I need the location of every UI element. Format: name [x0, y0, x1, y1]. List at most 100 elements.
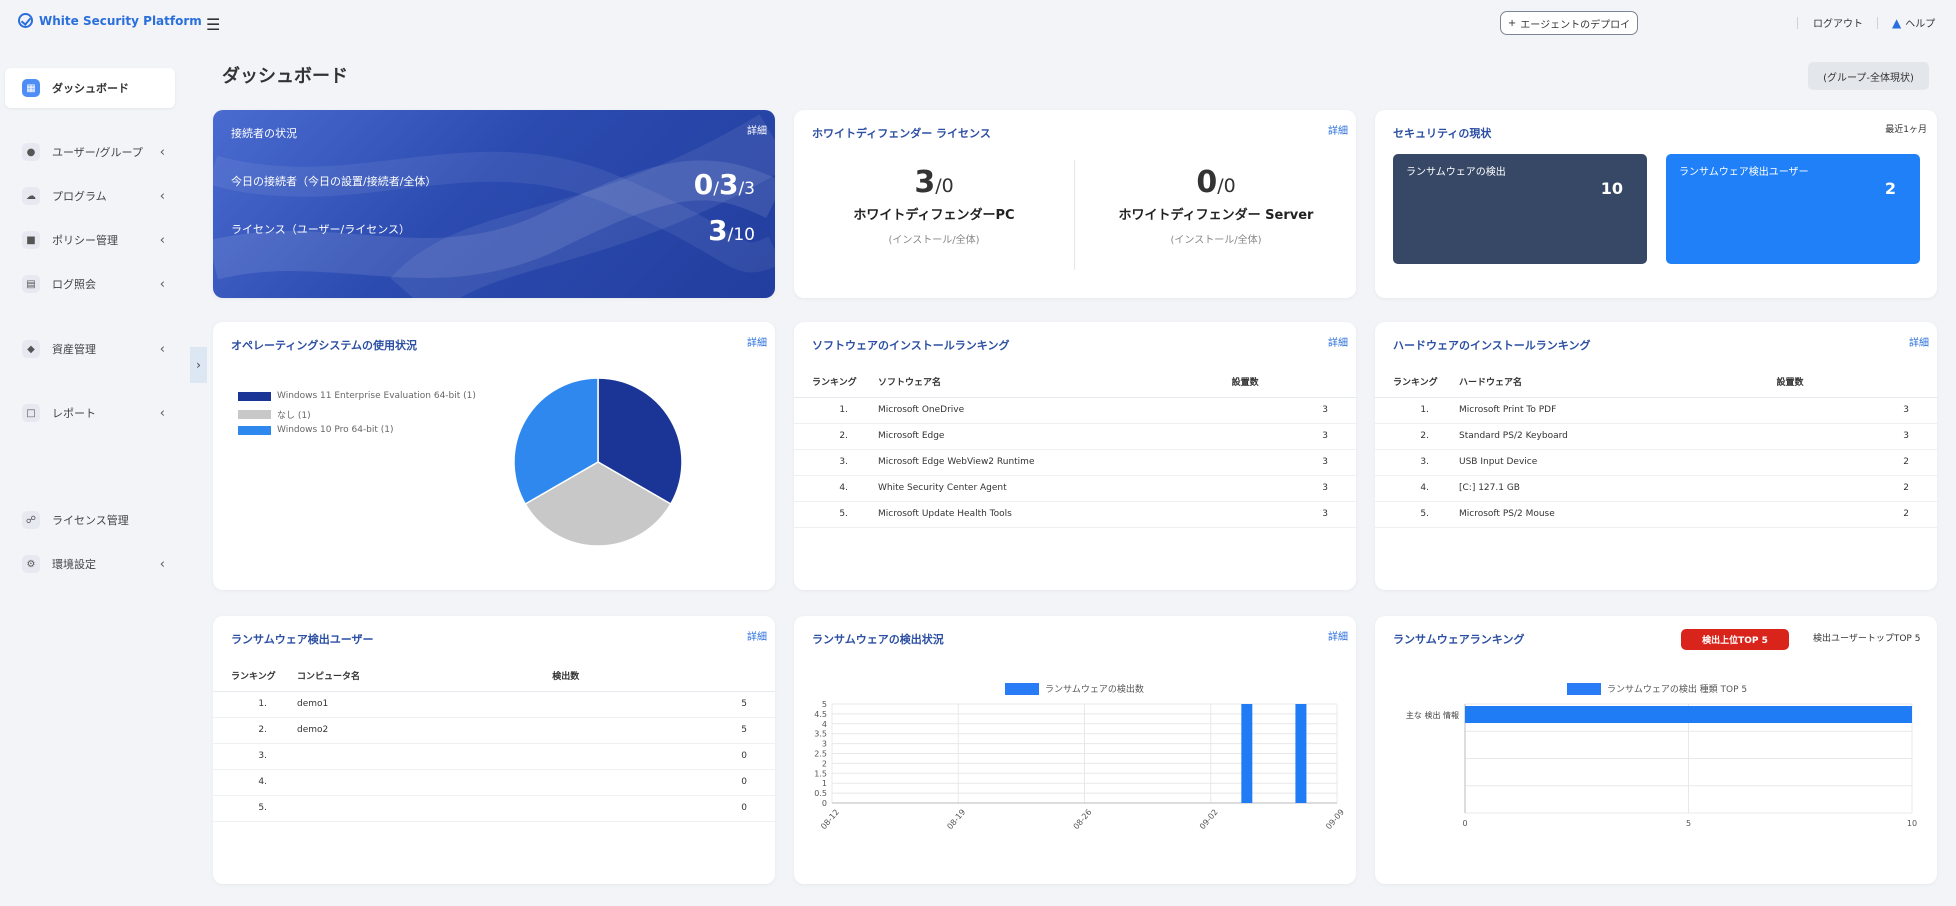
- rank-cell: 1.: [839, 405, 848, 415]
- sidebar-item-label: ライセンス管理: [52, 514, 129, 527]
- license-usage-value: 3/10: [708, 214, 755, 247]
- name-cell: [C:] 127.1 GB: [1459, 475, 1777, 502]
- log-icon: ▤: [22, 275, 40, 293]
- chart-legend[interactable]: ランサムウェアの検出 種類 TOP 5: [1567, 682, 1747, 695]
- table-row[interactable]: 2. Standard PS/2 Keyboard 3: [1375, 423, 1937, 450]
- document-icon: □: [22, 404, 40, 422]
- detail-link[interactable]: 詳細: [1328, 338, 1348, 349]
- connection-status-card: 接続者の状況 詳細 今日の接続者（今日の設置/接続者/全体） 0/3/3 ライセ…: [213, 110, 775, 298]
- hardware-table: ランキング ハードウェア名 設置数 1. Microsoft Print To P…: [1375, 367, 1937, 528]
- sidebar-item-users[interactable]: ● ユーザー/グループ ‹: [5, 132, 175, 172]
- sidebar-item-programs[interactable]: ☁ プログラム ‹: [5, 176, 175, 216]
- pc-sub: (インストール/全体): [888, 235, 980, 246]
- defender-server-stat: 0/0 ホワイトディフェンダー Server (インストール/全体): [1076, 165, 1356, 246]
- server-sub: (インストール/全体): [1170, 235, 1262, 246]
- table-row[interactable]: 5. Microsoft Update Health Tools 3: [794, 501, 1356, 528]
- today-connections-value: 0/3/3: [693, 168, 755, 201]
- y-tick-label: 2: [822, 759, 827, 768]
- license-total: 10: [733, 225, 755, 245]
- today-connections-label: 今日の接続者（今日の設置/接続者/全体）: [231, 175, 437, 188]
- rank-cell: 4.: [1420, 483, 1429, 493]
- table-row[interactable]: 3. USB Input Device 2: [1375, 449, 1937, 476]
- sidebar-collapse-toggle[interactable]: ›: [190, 347, 207, 383]
- divider: [1797, 17, 1798, 29]
- y-tick-label: 0.5: [814, 789, 827, 798]
- total-count: 3: [744, 179, 755, 199]
- count-cell: 2: [1776, 501, 1937, 528]
- y-tick-label: 3: [822, 740, 827, 749]
- sidebar-item-dashboard[interactable]: ▦ ダッシュボード: [5, 68, 175, 108]
- name-cell: [297, 795, 553, 822]
- logout-link[interactable]: ログアウト: [1813, 19, 1863, 30]
- col-header-count: 設置数: [1231, 367, 1356, 398]
- os-usage-card: オペレーティングシステムの使用状況 詳細 Windows 11 Enterpri…: [213, 322, 775, 590]
- sidebar-item-policy[interactable]: ■ ポリシー管理 ‹: [5, 220, 175, 260]
- sidebar-item-label: レポート: [52, 407, 96, 420]
- sidebar-item-label: プログラム: [52, 190, 107, 203]
- app-logo[interactable]: White Security Platform: [18, 13, 202, 28]
- graduation-cap-icon: ▲: [1892, 15, 1902, 30]
- legend-item[interactable]: Windows 10 Pro 64-bit (1): [238, 425, 394, 435]
- server-installed: 0: [1196, 165, 1218, 200]
- divider: [1877, 17, 1878, 29]
- name-cell: demo2: [297, 717, 553, 744]
- table-row[interactable]: 4. [C:] 127.1 GB 2: [1375, 475, 1937, 502]
- shield-icon: ■: [22, 231, 40, 249]
- deploy-agent-label: エージェントのデプロイ: [1520, 19, 1631, 31]
- sidebar-item-logs[interactable]: ▤ ログ照会 ‹: [5, 264, 175, 304]
- ransomware-user-box[interactable]: ランサムウェア検出ユーザー 2: [1666, 154, 1920, 264]
- ransomware-user-label: ランサムウェア検出ユーザー: [1679, 167, 1809, 178]
- headset-icon: ☍: [22, 511, 40, 529]
- wave-background: [213, 114, 775, 298]
- y-tick-label: 4.5: [814, 710, 827, 719]
- grid-icon: ▦: [22, 79, 40, 97]
- top-bar: White Security Platform ☰ + エージェントのデプロイ …: [0, 0, 1956, 46]
- chart-legend[interactable]: ランサムウェアの検出数: [1005, 682, 1144, 695]
- table-row[interactable]: 2. Microsoft Edge 3: [794, 423, 1356, 450]
- table-row[interactable]: 1. Microsoft Print To PDF 3: [1375, 397, 1937, 424]
- detail-link[interactable]: 詳細: [747, 126, 767, 137]
- help-label: ヘルプ: [1905, 19, 1936, 30]
- group-filter-button[interactable]: (グループ-全体現状): [1808, 62, 1929, 90]
- deploy-agent-button[interactable]: + エージェントのデプロイ: [1500, 11, 1638, 35]
- table-row[interactable]: 5. Microsoft PS/2 Mouse 2: [1375, 501, 1937, 528]
- pie-slice: [524, 461, 672, 547]
- x-tick-label: 10: [1907, 819, 1917, 828]
- table-row[interactable]: 2. demo2 5: [213, 717, 775, 744]
- detail-link[interactable]: 詳細: [1909, 338, 1929, 349]
- table-row[interactable]: 5. 0: [213, 795, 775, 822]
- table-row[interactable]: 3. Microsoft Edge WebView2 Runtime 3: [794, 449, 1356, 476]
- top5-user-link[interactable]: 検出ユーザートップTOP 5: [1813, 634, 1921, 644]
- table-header-row: ランキング ソフトウェア名 設置数: [794, 367, 1356, 398]
- detail-link[interactable]: 詳細: [1328, 126, 1348, 137]
- pc-installed: 3: [914, 165, 936, 200]
- count-cell: 0: [552, 769, 775, 796]
- table-row[interactable]: 4. 0: [213, 769, 775, 796]
- name-cell: Microsoft OneDrive: [878, 397, 1232, 424]
- menu-toggle-icon[interactable]: ☰: [206, 15, 221, 34]
- top5-detect-button[interactable]: 検出上位TOP 5: [1681, 629, 1789, 650]
- detail-link[interactable]: 詳細: [1328, 632, 1348, 643]
- sidebar-item-label: ダッシュボード: [52, 82, 129, 95]
- sidebar-item-settings[interactable]: ⚙ 環境設定 ‹: [5, 544, 175, 584]
- table-row[interactable]: 1. demo1 5: [213, 691, 775, 718]
- ransomware-user-value: 2: [1884, 179, 1896, 198]
- table-row[interactable]: 1. Microsoft OneDrive 3: [794, 397, 1356, 424]
- detail-link[interactable]: 詳細: [747, 632, 767, 643]
- sidebar-item-license[interactable]: ☍ ライセンス管理: [5, 500, 175, 540]
- detail-link[interactable]: 詳細: [747, 338, 767, 349]
- legend-item[interactable]: なし (1): [238, 408, 311, 421]
- col-header-name: コンピュータ名: [297, 661, 553, 692]
- os-pie-chart: [513, 377, 683, 547]
- table-row[interactable]: 3. 0: [213, 743, 775, 770]
- ransomware-detect-box[interactable]: ランサムウェアの検出 10: [1393, 154, 1647, 264]
- y-tick-label: 5: [822, 700, 827, 709]
- legend-item[interactable]: Windows 11 Enterprise Evaluation 64-bit …: [238, 391, 476, 401]
- hardware-ranking-card: ハードウェアのインストールランキング 詳細 ランキング ハードウェア名 設置数 …: [1375, 322, 1937, 590]
- legend-swatch: [238, 391, 271, 401]
- table-row[interactable]: 4. White Security Center Agent 3: [794, 475, 1356, 502]
- help-link[interactable]: ▲ ヘルプ: [1892, 15, 1936, 31]
- sidebar-item-assets[interactable]: ◆ 資産管理 ‹: [5, 329, 175, 369]
- sidebar-item-reports[interactable]: □ レポート ‹: [5, 393, 175, 433]
- y-tick-label: 0: [822, 799, 827, 808]
